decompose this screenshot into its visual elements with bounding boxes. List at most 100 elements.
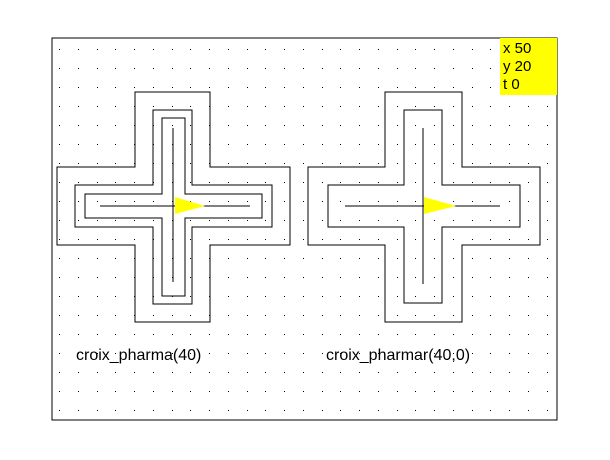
grid-dot bbox=[265, 220, 266, 221]
grid-dot bbox=[303, 239, 304, 240]
grid-dot bbox=[397, 277, 398, 278]
grid-dot bbox=[490, 163, 491, 164]
grid-dot bbox=[303, 220, 304, 221]
grid-dot bbox=[228, 87, 229, 88]
grid-dot bbox=[490, 201, 491, 202]
grid-dot bbox=[265, 315, 266, 316]
grid-dot bbox=[378, 144, 379, 145]
grid-dot bbox=[78, 68, 79, 69]
grid-dot bbox=[247, 49, 248, 50]
grid-dot bbox=[378, 68, 379, 69]
grid-dot bbox=[265, 391, 266, 392]
grid-dot bbox=[172, 410, 173, 411]
grid-dot bbox=[153, 68, 154, 69]
grid-dot bbox=[115, 201, 116, 202]
grid-dot bbox=[378, 353, 379, 354]
grid-dot bbox=[547, 410, 548, 411]
grid-dot bbox=[528, 296, 529, 297]
grid-dot bbox=[247, 372, 248, 373]
grid-dot bbox=[359, 163, 360, 164]
grid-dot bbox=[97, 201, 98, 202]
grid-dot bbox=[397, 125, 398, 126]
grid-dot bbox=[340, 182, 341, 183]
grid-dot bbox=[547, 258, 548, 259]
grid-dot bbox=[359, 353, 360, 354]
grid-dot bbox=[490, 410, 491, 411]
grid-dot bbox=[265, 353, 266, 354]
grid-dot bbox=[59, 258, 60, 259]
grid-dot bbox=[115, 372, 116, 373]
grid-dot bbox=[190, 201, 191, 202]
grid-dot bbox=[453, 296, 454, 297]
grid-dot bbox=[472, 391, 473, 392]
grid-dot bbox=[340, 87, 341, 88]
grid-dot bbox=[228, 258, 229, 259]
grid-dot bbox=[340, 49, 341, 50]
grid-dot bbox=[472, 410, 473, 411]
grid-dot bbox=[153, 87, 154, 88]
grid-dot bbox=[97, 68, 98, 69]
grid-dot bbox=[359, 201, 360, 202]
grid-dot bbox=[153, 410, 154, 411]
grid-dot bbox=[472, 106, 473, 107]
grid-dot bbox=[340, 201, 341, 202]
grid-dot bbox=[397, 372, 398, 373]
grid-dot bbox=[115, 49, 116, 50]
grid-dot bbox=[153, 201, 154, 202]
grid-dot bbox=[303, 201, 304, 202]
grid-dot bbox=[97, 163, 98, 164]
grid-dot bbox=[228, 372, 229, 373]
grid-dot bbox=[228, 144, 229, 145]
grid-dot bbox=[97, 372, 98, 373]
grid-dot bbox=[284, 315, 285, 316]
grid-dot bbox=[528, 106, 529, 107]
grid-dot bbox=[547, 277, 548, 278]
grid-dot bbox=[378, 106, 379, 107]
grid-dot bbox=[228, 296, 229, 297]
grid-dot bbox=[115, 220, 116, 221]
grid-dot bbox=[509, 163, 510, 164]
grid-dot bbox=[284, 277, 285, 278]
grid-dot bbox=[322, 410, 323, 411]
grid-dot bbox=[322, 182, 323, 183]
grid-dot bbox=[453, 258, 454, 259]
cross-outline-outer bbox=[56, 91, 291, 323]
grid-dot bbox=[359, 106, 360, 107]
grid-dot bbox=[190, 144, 191, 145]
grid-dot bbox=[472, 239, 473, 240]
grid-dot bbox=[134, 49, 135, 50]
grid-dot bbox=[434, 125, 435, 126]
grid-dot bbox=[134, 334, 135, 335]
grid-dot bbox=[303, 182, 304, 183]
grid-dot bbox=[209, 201, 210, 202]
grid-dot bbox=[190, 49, 191, 50]
grid-dot bbox=[490, 125, 491, 126]
grid-dot bbox=[209, 353, 210, 354]
grid-dot bbox=[97, 87, 98, 88]
grid-dot bbox=[59, 239, 60, 240]
drawing-frame bbox=[51, 37, 558, 421]
grid-dot bbox=[115, 410, 116, 411]
grid-dot bbox=[397, 182, 398, 183]
grid-dot bbox=[172, 49, 173, 50]
grid-dot bbox=[97, 49, 98, 50]
grid-dot bbox=[153, 372, 154, 373]
grid-dot bbox=[415, 87, 416, 88]
grid-dot bbox=[434, 220, 435, 221]
grid-dot bbox=[359, 220, 360, 221]
grid-dot bbox=[490, 258, 491, 259]
grid-dot bbox=[284, 410, 285, 411]
grid-dot bbox=[340, 144, 341, 145]
grid-dot bbox=[322, 144, 323, 145]
grid-dot bbox=[115, 125, 116, 126]
turtle-x-readout: x 50 bbox=[503, 40, 531, 57]
grid-dot bbox=[340, 315, 341, 316]
grid-dot bbox=[415, 163, 416, 164]
grid-dot bbox=[78, 201, 79, 202]
grid-dot bbox=[303, 125, 304, 126]
grid-dot bbox=[528, 315, 529, 316]
grid-dot bbox=[359, 182, 360, 183]
grid-dot bbox=[415, 144, 416, 145]
grid-dot bbox=[190, 163, 191, 164]
grid-dot bbox=[528, 239, 529, 240]
